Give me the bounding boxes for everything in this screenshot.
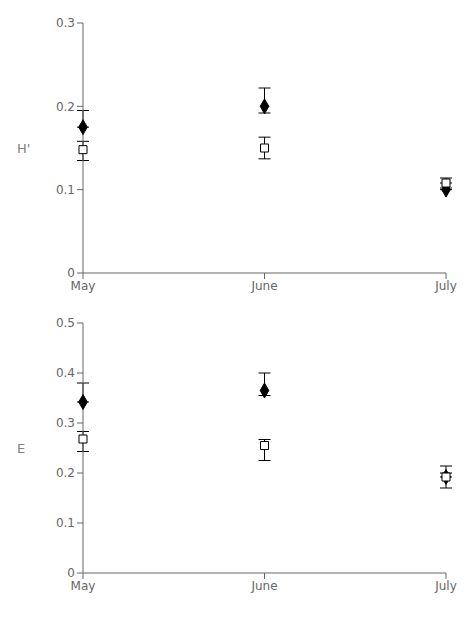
- svg-text:0.2: 0.2: [56, 100, 75, 114]
- svg-text:June: June: [250, 279, 277, 293]
- svg-text:July: July: [434, 579, 457, 593]
- svg-text:0.4: 0.4: [56, 366, 75, 380]
- svg-text:E: E: [17, 441, 25, 456]
- svg-text:0.3: 0.3: [56, 16, 75, 30]
- svg-text:May: May: [71, 579, 96, 593]
- svg-text:May: May: [71, 279, 96, 293]
- svg-text:0.5: 0.5: [56, 316, 75, 330]
- svg-text:0.2: 0.2: [56, 466, 75, 480]
- svg-text:0.1: 0.1: [56, 183, 75, 197]
- svg-text:H': H': [17, 141, 30, 156]
- svg-text:0.1: 0.1: [56, 516, 75, 530]
- svg-text:0.3: 0.3: [56, 416, 75, 430]
- svg-text:July: July: [434, 279, 457, 293]
- svg-text:0: 0: [67, 266, 75, 280]
- svg-text:June: June: [250, 579, 277, 593]
- svg-text:0: 0: [67, 566, 75, 580]
